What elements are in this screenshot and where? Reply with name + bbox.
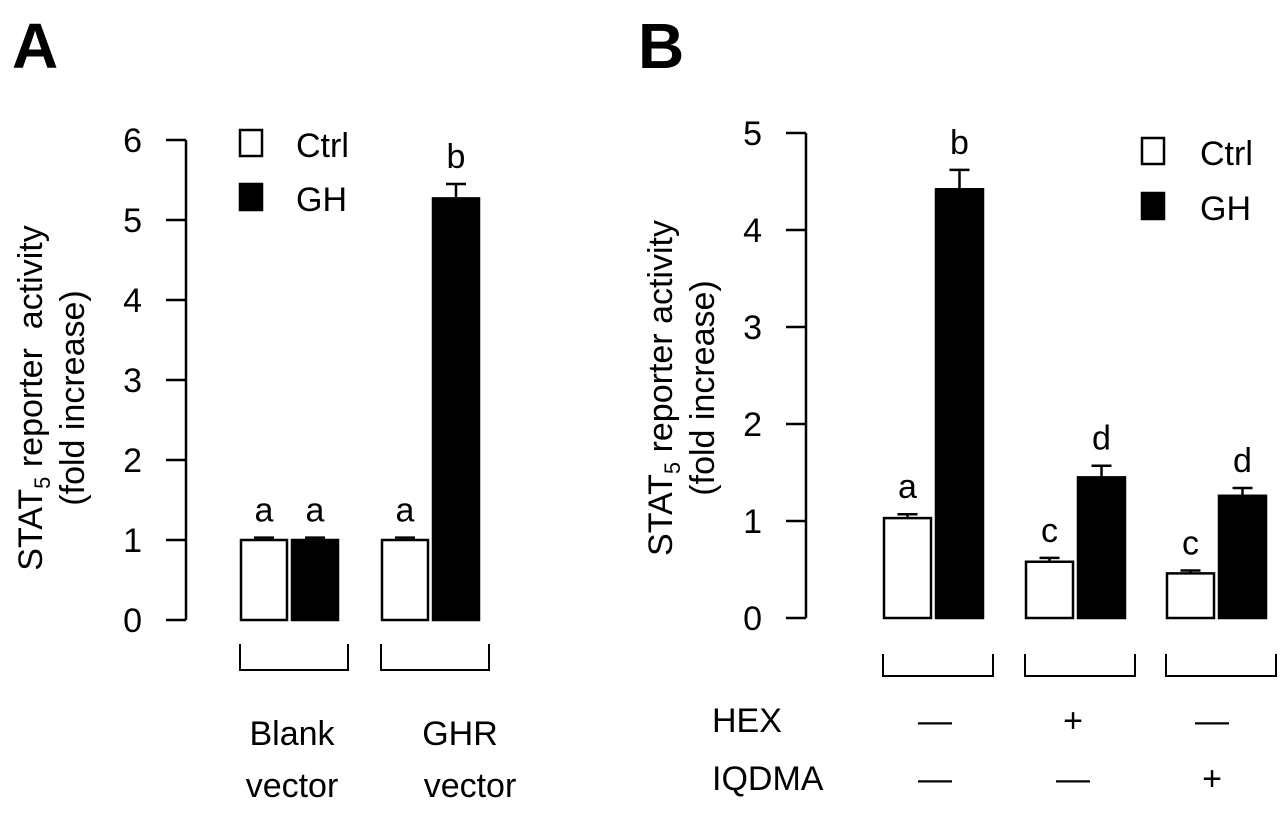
- y-tick-label: 0: [123, 602, 142, 640]
- significance-label: d: [1092, 420, 1111, 458]
- panel-a-axis: 0 1 2 3 4 5 6: [123, 122, 188, 640]
- panel-a: A STAT5 reporter activity (fold increase…: [12, 10, 516, 805]
- significance-label: c: [1041, 512, 1058, 550]
- bar-ctrl: [882, 516, 933, 620]
- panel-a-bars: a a ab: [239, 138, 490, 671]
- group-label-blank-line1: Blank: [249, 715, 335, 753]
- panel-a-y-axis-label: STAT5 reporter activity (fold increase): [12, 225, 92, 570]
- y-tick-label: 6: [123, 122, 142, 160]
- panel-b-ylabel-line2: (fold increase): [684, 280, 722, 495]
- legend-swatch-gh: [238, 182, 264, 212]
- bar-ctrl: [239, 538, 289, 622]
- panel-a-legend: Ctrl GH: [238, 127, 349, 219]
- svg-text:STAT5 reporter activity: STAT5 reporter activity: [12, 225, 55, 570]
- panel-a-ylabel-sub: 5: [30, 477, 55, 489]
- y-tick-label: 4: [743, 212, 762, 250]
- bar-gh: [290, 538, 340, 622]
- iqdma-cond-2: —: [1056, 760, 1090, 798]
- bar-ctrl: [380, 538, 430, 622]
- panel-b-axis: 0 1 2 3 4 5: [743, 115, 808, 638]
- legend-label-ctrl: Ctrl: [296, 127, 349, 165]
- iqdma-cond-1: —: [918, 760, 952, 798]
- y-tick-label: 5: [123, 202, 142, 240]
- bar-gh: [431, 197, 481, 622]
- bar-gh: [1076, 476, 1127, 620]
- legend-label-ctrl: Ctrl: [1200, 135, 1253, 173]
- condition-label-iqdma: IQDMA: [712, 760, 824, 798]
- group-bracket: [1024, 654, 1136, 677]
- bar-ctrl: [1024, 560, 1075, 620]
- group-bracket: [1165, 654, 1277, 677]
- y-tick-label: 1: [743, 503, 762, 541]
- y-tick-label: 2: [743, 406, 762, 444]
- panel-b: B STAT5 reporter activity (fold increase…: [638, 10, 1277, 798]
- legend-swatch-ctrl: [238, 128, 264, 158]
- significance-label: b: [950, 124, 969, 162]
- group-bracket: [380, 644, 490, 671]
- y-tick-label: 3: [123, 362, 142, 400]
- y-tick-label: 4: [123, 282, 142, 320]
- condition-label-hex: HEX: [712, 702, 782, 740]
- bar-gh: [1217, 494, 1268, 620]
- group-label-ghr-line1: GHR: [422, 715, 498, 753]
- panel-a-group-labels: Blank vector GHR vector: [246, 715, 517, 805]
- legend-label-gh: GH: [296, 181, 347, 219]
- significance-label: a: [396, 492, 415, 530]
- group-bracket: [239, 644, 349, 671]
- y-tick-label: 1: [123, 522, 142, 560]
- bar-ctrl: [1165, 572, 1216, 620]
- bar-gh: [934, 188, 985, 620]
- svg-text:STAT5 reporter activity: STAT5 reporter activity: [642, 220, 685, 556]
- panel-a-ylabel-line2: (fold increase): [54, 290, 92, 505]
- y-tick-label: 2: [123, 442, 142, 480]
- legend-label-gh: GH: [1200, 190, 1251, 228]
- panel-a-ylabel-rest: reporter activity: [12, 225, 50, 476]
- significance-label: a: [255, 492, 274, 530]
- significance-label: c: [1182, 524, 1199, 562]
- group-bracket: [882, 654, 994, 677]
- significance-label: d: [1233, 442, 1252, 480]
- hex-cond-1: —: [918, 702, 952, 740]
- significance-label: b: [447, 138, 466, 176]
- panel-b-y-axis-label: STAT5 reporter activity (fold increase): [642, 220, 722, 556]
- panel-b-legend: Ctrl GH: [1140, 135, 1253, 228]
- legend-swatch-gh: [1140, 191, 1166, 221]
- group-label-ghr-line2: vector: [424, 767, 517, 805]
- significance-label: a: [306, 492, 325, 530]
- panel-b-letter: B: [638, 10, 684, 82]
- group-label-blank-line2: vector: [246, 767, 339, 805]
- panel-b-bars: a b c d c d: [882, 124, 1277, 677]
- panel-b-condition-rows: HEX IQDMA — + — — — +: [712, 702, 1229, 798]
- panel-b-ylabel-rest: reporter activity: [642, 220, 680, 462]
- significance-label: a: [898, 468, 917, 506]
- iqdma-cond-3: +: [1202, 760, 1222, 798]
- panel-a-ylabel-main: STAT: [12, 489, 50, 571]
- hex-cond-3: —: [1195, 702, 1229, 740]
- hex-cond-2: +: [1063, 702, 1083, 740]
- y-tick-label: 0: [743, 600, 762, 638]
- panel-b-ylabel-sub: 5: [660, 462, 685, 474]
- panel-a-letter: A: [12, 10, 58, 82]
- y-tick-label: 5: [743, 115, 762, 153]
- panel-b-ylabel-main: STAT: [642, 474, 680, 556]
- legend-swatch-ctrl: [1140, 136, 1166, 166]
- y-tick-label: 3: [743, 309, 762, 347]
